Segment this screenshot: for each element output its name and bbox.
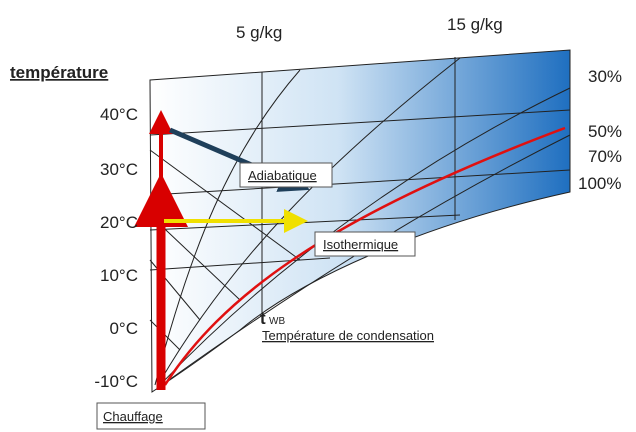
rh-label: 70% bbox=[588, 147, 622, 166]
axis-title: température bbox=[10, 63, 108, 82]
temp-label: 30°C bbox=[100, 160, 138, 179]
twb-t: t bbox=[260, 309, 266, 328]
label-box bbox=[96, 402, 206, 430]
label-box bbox=[314, 231, 416, 257]
condensation-label: Température de condensation bbox=[262, 328, 434, 343]
chart-area bbox=[149, 49, 571, 393]
adiabatic-label: Adiabatique bbox=[248, 168, 317, 183]
humidity-label: 5 g/kg bbox=[236, 23, 282, 42]
rh-label: 100% bbox=[578, 174, 621, 193]
twb-sub: WB bbox=[269, 316, 285, 327]
rh-label: 30% bbox=[588, 67, 622, 86]
saturation-curve bbox=[163, 126, 566, 386]
rh-label: 50% bbox=[588, 122, 622, 141]
heating-label: Chauffage bbox=[103, 409, 163, 424]
temp-label: 0°C bbox=[109, 319, 138, 338]
label-box bbox=[239, 162, 333, 188]
temp-label: 40°C bbox=[100, 105, 138, 124]
temp-label: 20°C bbox=[100, 213, 138, 232]
temp-label: -10°C bbox=[94, 372, 138, 391]
isothermal-label: Isothermique bbox=[323, 237, 398, 252]
temp-label: 10°C bbox=[100, 266, 138, 285]
humidity-label: 15 g/kg bbox=[447, 15, 503, 34]
